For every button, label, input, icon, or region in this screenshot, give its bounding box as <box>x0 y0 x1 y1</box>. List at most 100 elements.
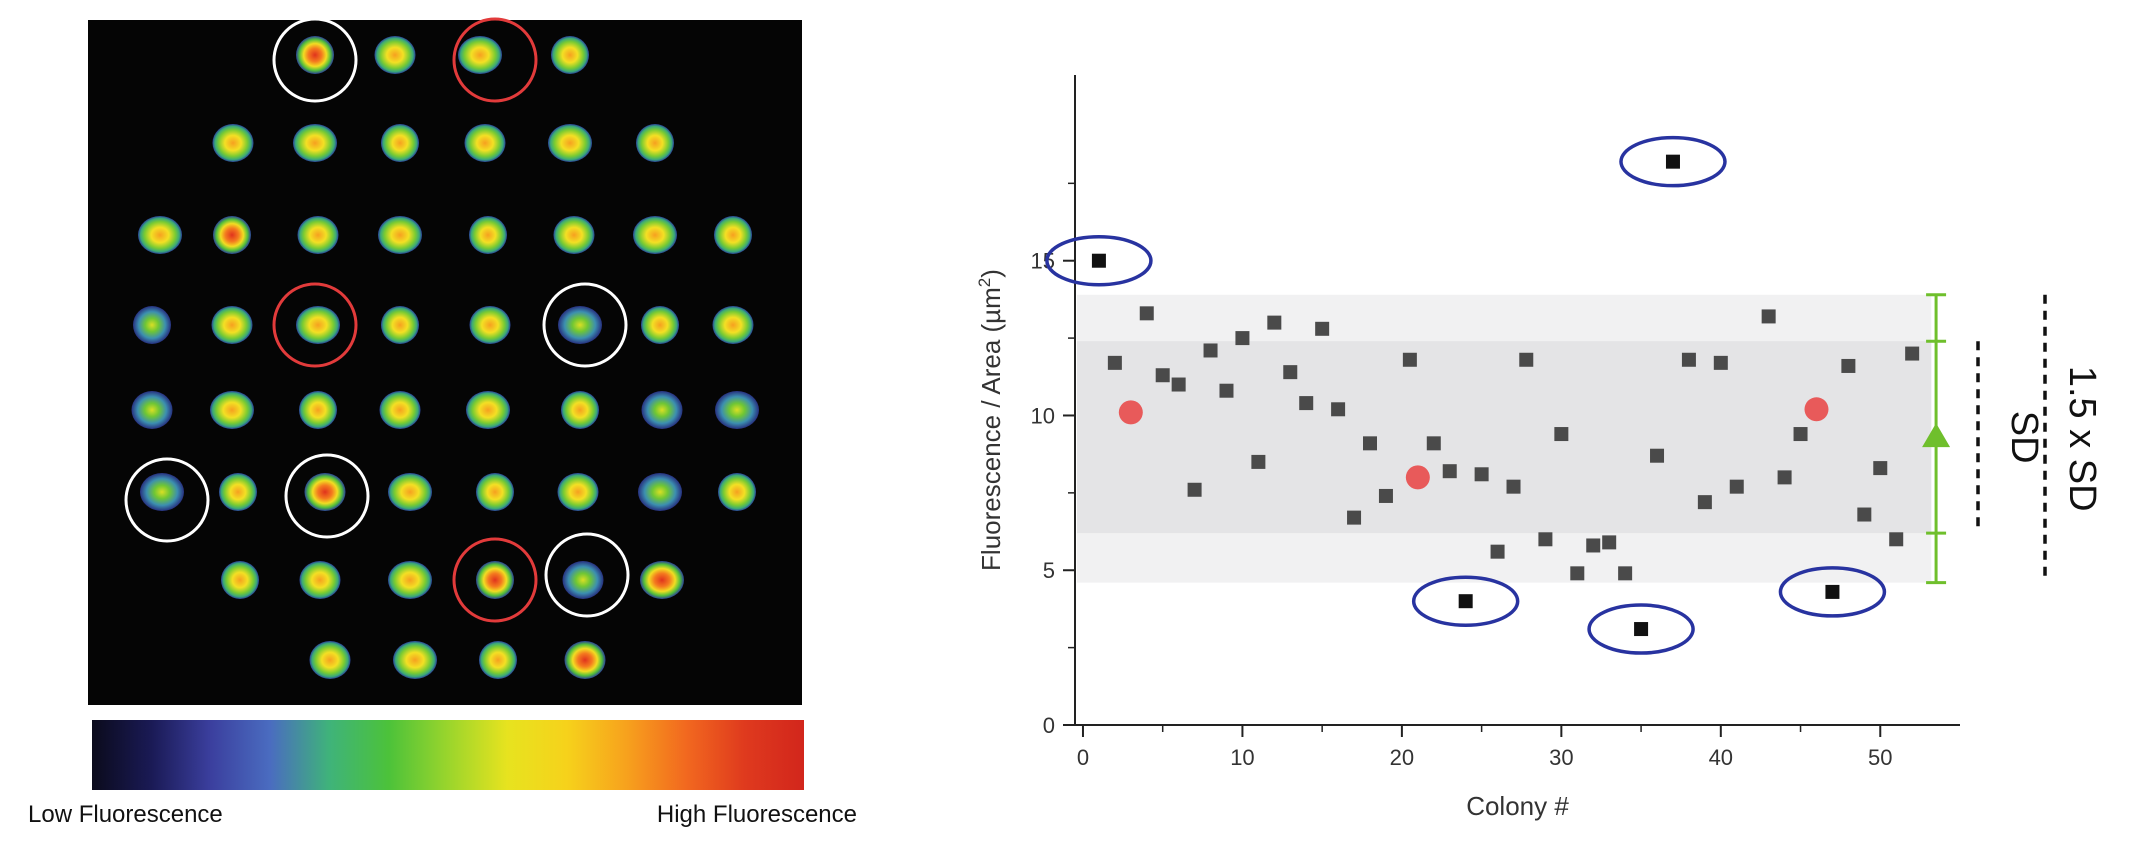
y-axis-label-superscript: 2 <box>975 278 994 287</box>
data-point-square <box>1857 507 1872 522</box>
colony-spot <box>712 306 754 344</box>
colony-spot <box>131 391 173 429</box>
colony-spot <box>718 473 756 511</box>
colony-image-background <box>88 20 802 705</box>
colony-ring <box>272 282 358 368</box>
colony-ring <box>542 282 628 368</box>
outlier-ring <box>1619 135 1727 188</box>
color-bar-gradient <box>92 720 804 790</box>
colony-spot <box>561 391 599 429</box>
data-point-square <box>1267 315 1282 330</box>
colony-spot <box>640 561 684 599</box>
data-point-outlier <box>1665 154 1680 169</box>
data-point-square <box>1538 532 1553 547</box>
colony-spot <box>476 473 514 511</box>
data-point-square <box>1426 436 1441 451</box>
colony-spot <box>469 306 511 344</box>
outlier-ring <box>1411 575 1520 627</box>
colony-ring <box>452 537 538 623</box>
colony-spot <box>558 306 602 344</box>
data-point-outlier <box>1825 584 1840 599</box>
mean-marker <box>1922 423 1951 448</box>
x-tick-label: 50 <box>1868 745 1892 770</box>
y-axis-label-main: Fluorescence / Area (µm <box>976 287 1006 571</box>
x-tick-label: 10 <box>1230 745 1254 770</box>
color-bar: Low Fluorescence High Fluorescence <box>28 720 857 828</box>
data-point-square <box>1299 396 1314 411</box>
color-bar-high-label: High Fluorescence <box>657 801 857 828</box>
colony-spot <box>304 473 346 511</box>
outlier-ring <box>1045 234 1153 287</box>
y-axis-label: Fluorescence / Area (µm2) <box>975 269 1006 571</box>
data-point-square <box>1442 464 1457 479</box>
outlier-ring <box>1778 566 1887 618</box>
outlier-ring <box>1587 603 1695 655</box>
x-tick-label: 0 <box>1077 745 1089 770</box>
data-point-square <box>1363 436 1377 451</box>
data-point-square <box>1315 321 1330 336</box>
data-point-selected <box>1804 397 1829 422</box>
colony-spot <box>479 641 517 679</box>
colony-spot <box>374 36 416 74</box>
colony-spot <box>381 124 419 162</box>
x-axis-label: Colony # <box>1466 791 1569 821</box>
colony-spot <box>309 641 351 679</box>
data-point-square <box>1283 365 1298 380</box>
colony-spot <box>213 216 251 254</box>
x-tick-label: 40 <box>1709 745 1733 770</box>
x-tick-label: 30 <box>1549 745 1573 770</box>
data-point-square <box>1905 346 1920 361</box>
data-point-square <box>1729 479 1744 494</box>
colony-spot <box>378 216 422 254</box>
data-point-square <box>1841 358 1856 373</box>
colony-spot <box>564 641 606 679</box>
data-point-square <box>1347 510 1362 525</box>
colony-highlight-rings <box>124 17 630 623</box>
colony-spot <box>562 561 604 599</box>
data-point-square <box>1251 454 1266 469</box>
data-point-square <box>1506 479 1521 494</box>
data-point-selected <box>1118 400 1143 425</box>
data-point-square <box>1618 566 1633 581</box>
data-point-square <box>1155 368 1170 383</box>
colony-spot <box>469 216 507 254</box>
colony-spot <box>638 473 682 511</box>
data-point-square <box>1586 538 1601 553</box>
colony-spot <box>299 561 341 599</box>
colony-ring <box>124 457 210 543</box>
y-axis-label-close: ) <box>976 269 1006 278</box>
data-point-square <box>1519 352 1534 367</box>
data-point-square <box>1873 461 1888 476</box>
data-point-square <box>1570 566 1585 581</box>
colony-spot <box>633 216 677 254</box>
colony-spot <box>714 216 752 254</box>
color-bar-low-label: Low Fluorescence <box>28 801 223 828</box>
colony-spots <box>131 36 759 679</box>
colony-spot <box>641 391 683 429</box>
colony-spot <box>296 306 340 344</box>
colony-spot <box>297 216 339 254</box>
y-tick-label: 5 <box>1043 558 1055 583</box>
colony-spot <box>140 473 184 511</box>
colony-spot <box>466 391 510 429</box>
data-point-square <box>1889 532 1904 547</box>
data-point-square <box>1793 427 1808 442</box>
colony-spot <box>212 124 254 162</box>
colony-spot <box>138 216 182 254</box>
colony-spot <box>551 36 589 74</box>
data-point-square <box>1139 306 1154 321</box>
colony-spot <box>393 641 437 679</box>
sd-bands <box>1077 294 1932 583</box>
sd-label: SD <box>2003 411 2045 464</box>
colony-spot <box>548 124 592 162</box>
colony-image <box>88 17 802 705</box>
data-point-square <box>1235 331 1250 346</box>
colony-spot <box>133 306 171 344</box>
colony-ring <box>544 532 630 618</box>
data-point-square <box>1761 309 1776 324</box>
data-point-square <box>1187 482 1202 497</box>
colony-spot <box>553 216 595 254</box>
colony-ring <box>272 17 358 103</box>
